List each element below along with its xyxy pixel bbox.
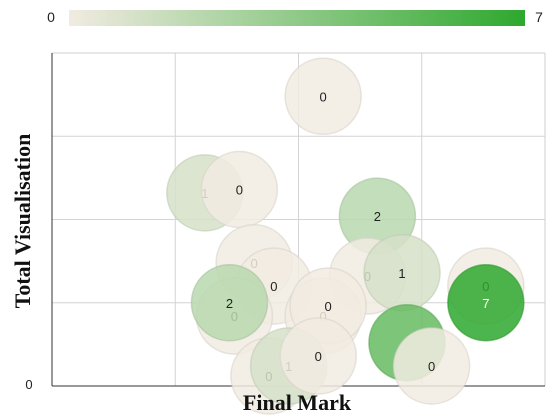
bubble-label: 7 <box>482 296 489 311</box>
bubble-label: 0 <box>320 89 327 104</box>
color-legend: 0 7 <box>47 9 543 26</box>
color-scale-min-label: 0 <box>47 9 55 25</box>
bubble <box>190 264 269 342</box>
bubble-label: 2 <box>374 209 381 224</box>
bubbles-layer: 100200010020000107 <box>166 57 525 415</box>
bubble-label: 0 <box>270 279 277 294</box>
bubble-label: 0 <box>428 359 435 374</box>
bubble-label: 1 <box>398 266 405 281</box>
y-tick-label: 0 <box>25 377 32 392</box>
bubble <box>279 317 357 395</box>
bubble-label: 0 <box>324 299 331 314</box>
x-axis-title: Final Mark <box>243 390 352 415</box>
bubble-label: 0 <box>315 349 322 364</box>
bubble <box>284 57 362 136</box>
bubble <box>447 264 525 342</box>
y-axis-title: Total Visualisation <box>10 134 35 309</box>
bubble-label: 0 <box>236 183 243 198</box>
bubble-label: 2 <box>226 296 233 311</box>
bubble <box>392 327 471 405</box>
color-scale-bar <box>69 10 525 26</box>
color-scale-max-label: 7 <box>535 9 543 25</box>
